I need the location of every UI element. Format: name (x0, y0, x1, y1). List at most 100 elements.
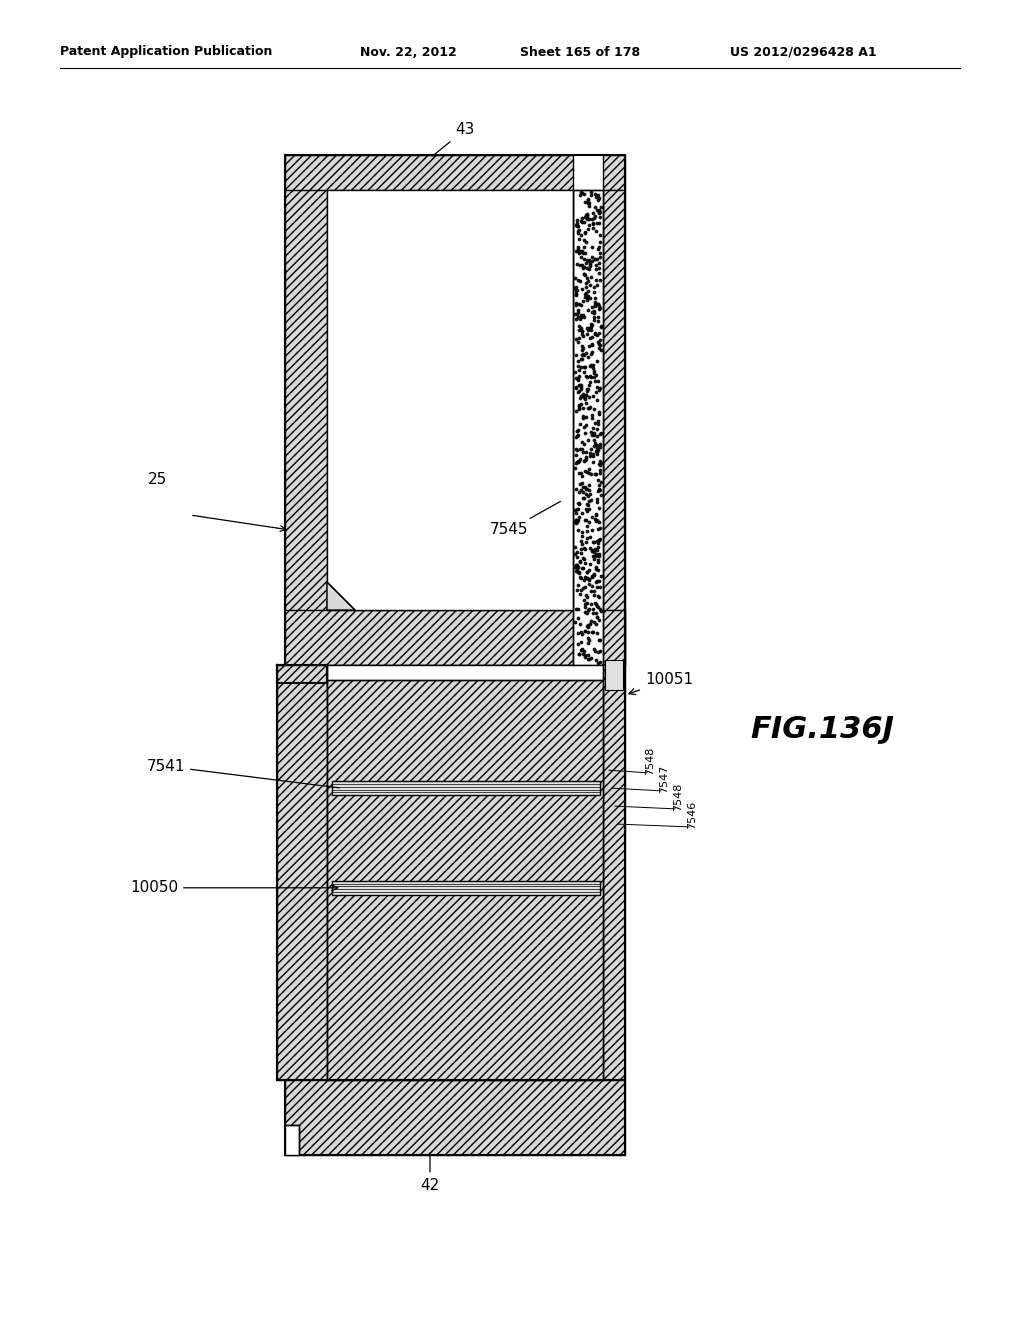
Point (577, 602, 593, 623)
Point (569, 238, 586, 259)
Point (570, 236, 587, 257)
Point (587, 370, 603, 391)
Point (585, 598, 601, 619)
Point (577, 220, 593, 242)
Point (575, 417, 592, 438)
Point (568, 425, 585, 446)
Point (573, 319, 590, 341)
Point (591, 323, 607, 345)
Point (568, 367, 585, 388)
Point (588, 593, 604, 614)
Point (574, 345, 591, 366)
Point (581, 569, 597, 590)
Point (581, 214, 597, 235)
Bar (327, 665, 603, 1080)
Point (568, 511, 585, 532)
Point (568, 294, 585, 315)
Point (584, 540, 600, 561)
Point (570, 215, 587, 236)
Point (578, 446, 594, 467)
Point (570, 623, 587, 644)
Point (581, 511, 597, 532)
Point (587, 539, 603, 560)
Point (589, 376, 605, 397)
Bar (327, 190, 573, 610)
Point (577, 242, 593, 263)
Point (591, 236, 607, 257)
Point (581, 630, 597, 651)
Point (582, 527, 598, 548)
Point (583, 581, 599, 602)
Point (574, 548, 591, 569)
Point (577, 265, 593, 286)
Point (574, 211, 591, 232)
Point (586, 581, 602, 602)
Bar (285, 1080, 625, 1155)
Point (573, 224, 590, 246)
Bar (603, 154, 625, 190)
Bar (285, 610, 625, 665)
Point (590, 238, 606, 259)
Point (590, 293, 606, 314)
Point (581, 335, 597, 356)
Point (591, 498, 607, 519)
Point (570, 644, 587, 665)
Point (578, 539, 594, 560)
Point (585, 296, 601, 317)
Point (578, 282, 594, 304)
Point (589, 539, 605, 560)
Point (573, 240, 590, 261)
Point (590, 411, 606, 432)
Point (588, 511, 604, 532)
Bar (332, 781, 600, 795)
Point (574, 502, 591, 523)
Point (582, 537, 598, 558)
Point (567, 499, 584, 520)
Point (577, 356, 593, 378)
Point (569, 492, 586, 513)
Point (591, 610, 607, 631)
Point (577, 553, 593, 574)
Point (591, 544, 607, 565)
Text: 7548: 7548 (645, 747, 655, 775)
Point (577, 594, 593, 615)
Point (579, 461, 595, 482)
Point (577, 183, 593, 205)
Point (587, 288, 603, 309)
Point (591, 202, 607, 223)
Point (569, 451, 586, 473)
Point (575, 487, 592, 508)
Point (592, 601, 608, 622)
Point (589, 607, 605, 628)
Point (567, 611, 584, 632)
Text: 7546: 7546 (687, 801, 697, 829)
Point (592, 651, 608, 672)
Point (567, 557, 584, 578)
Point (570, 319, 587, 341)
Point (584, 566, 600, 587)
Point (571, 413, 588, 434)
Point (584, 319, 600, 341)
Point (574, 477, 591, 498)
Point (573, 462, 590, 483)
Point (588, 504, 604, 525)
Point (567, 280, 584, 301)
Point (588, 259, 604, 280)
Point (584, 327, 600, 348)
Point (590, 440, 606, 461)
Point (571, 366, 588, 387)
Point (587, 508, 603, 529)
Point (568, 277, 585, 298)
Point (568, 309, 585, 330)
Point (586, 367, 602, 388)
Point (579, 318, 595, 339)
Point (593, 197, 609, 218)
Point (574, 578, 591, 599)
Point (579, 478, 595, 499)
Point (584, 182, 600, 203)
Bar (285, 1125, 299, 1155)
Point (567, 599, 584, 620)
Point (583, 421, 599, 442)
Point (569, 304, 586, 325)
Point (572, 211, 589, 232)
